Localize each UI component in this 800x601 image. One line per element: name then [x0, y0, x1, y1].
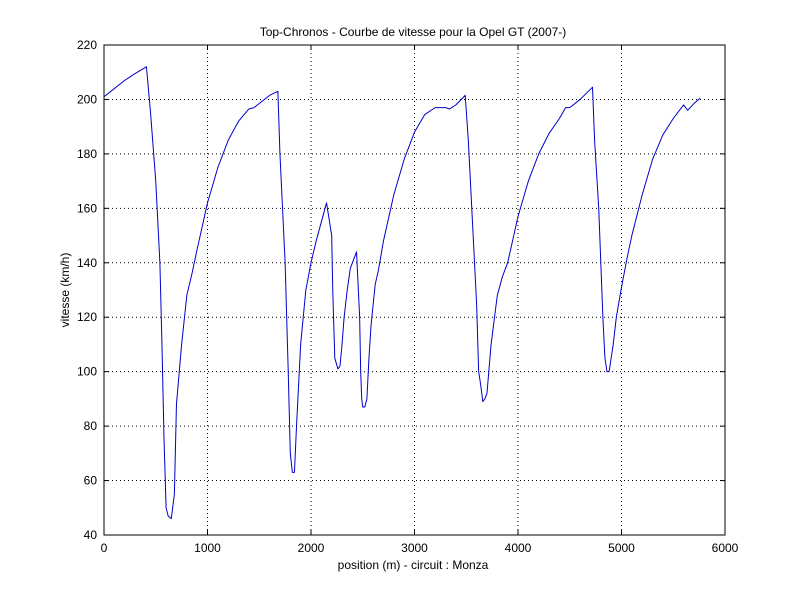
grid: [104, 45, 725, 535]
chart-title: Top-Chronos - Courbe de vitesse pour la …: [260, 25, 567, 39]
speed-series-line: [103, 66, 701, 520]
y-tick-label: 40: [84, 528, 98, 542]
y-tick-label: 180: [77, 147, 97, 161]
y-axis-label: vitesse (km/h): [58, 253, 72, 328]
x-tick-label: 5000: [608, 541, 635, 555]
y-tick-label: 100: [77, 365, 97, 379]
y-tick-label: 220: [77, 38, 97, 52]
x-tick-label: 3000: [401, 541, 428, 555]
plot-lines: [103, 66, 701, 520]
y-tick-label: 120: [77, 310, 97, 324]
y-tick-label: 140: [77, 256, 97, 270]
x-tick-label: 4000: [505, 541, 532, 555]
y-tick-label: 80: [84, 419, 98, 433]
y-tick-label: 160: [77, 201, 97, 215]
x-tick-label: 1000: [194, 541, 221, 555]
y-tick-label: 200: [77, 92, 97, 106]
x-axis-label: position (m) - circuit : Monza: [338, 558, 489, 572]
x-tick-label: 0: [101, 541, 108, 555]
x-tick-label: 2000: [298, 541, 325, 555]
x-tick-label: 6000: [712, 541, 739, 555]
axis-ticks: 0 1000 2000 3000 4000 5000 6000 40 60 80 100 120 140…: [77, 38, 739, 555]
y-tick-label: 60: [84, 474, 98, 488]
